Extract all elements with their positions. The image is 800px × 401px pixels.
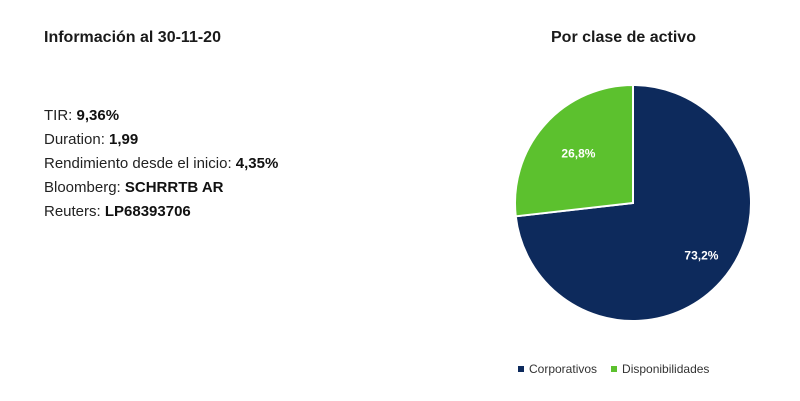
legend-label-corporativos: Corporativos xyxy=(529,362,598,376)
rendimiento-value: 4,35% xyxy=(235,155,279,172)
chart-legend: Corporativos Disponibilidades xyxy=(518,362,723,376)
duration-value: 1,99 xyxy=(109,131,139,148)
pie-slice-disponibilidades xyxy=(514,83,634,218)
info-title: Información al 30-11-20 xyxy=(44,29,221,46)
bloomberg-label: Bloomberg: xyxy=(44,179,125,196)
info-row-rendimiento: Rendimiento desde el inicio: 4,35% xyxy=(44,152,278,176)
tir-value: 9,36% xyxy=(76,107,120,124)
legend-item-corporativos: Corporativos xyxy=(518,362,597,376)
info-list: TIR: 9,36% Duration: 1,99 Rendimiento de… xyxy=(44,104,278,224)
legend-swatch-corporativos xyxy=(518,366,524,372)
info-row-duration: Duration: 1,99 xyxy=(44,128,278,152)
info-row-bloomberg: Bloomberg: SCHRRTB AR xyxy=(44,176,278,200)
info-row-reuters: Reuters: LP68393706 xyxy=(44,200,278,224)
info-row-tir: TIR: 9,36% xyxy=(44,104,278,128)
pie-label-disponibilidades: 26,8% xyxy=(561,146,595,160)
tir-label: TIR: xyxy=(44,107,77,124)
legend-label-disponibilidades: Disponibilidades xyxy=(622,362,710,376)
pie-label-corporativos: 73,2% xyxy=(684,248,718,262)
chart-title: Por clase de activo xyxy=(551,29,696,46)
reuters-label: Reuters: xyxy=(44,203,105,220)
legend-swatch-disponibilidades xyxy=(611,366,618,372)
rendimiento-label: Rendimiento desde el inicio: xyxy=(44,155,236,172)
bloomberg-value: SCHRRTB AR xyxy=(124,179,224,196)
duration-label: Duration: xyxy=(44,131,110,148)
reuters-value: LP68393706 xyxy=(104,203,191,220)
legend-item-disponibilidades: Disponibilidades xyxy=(611,362,709,376)
